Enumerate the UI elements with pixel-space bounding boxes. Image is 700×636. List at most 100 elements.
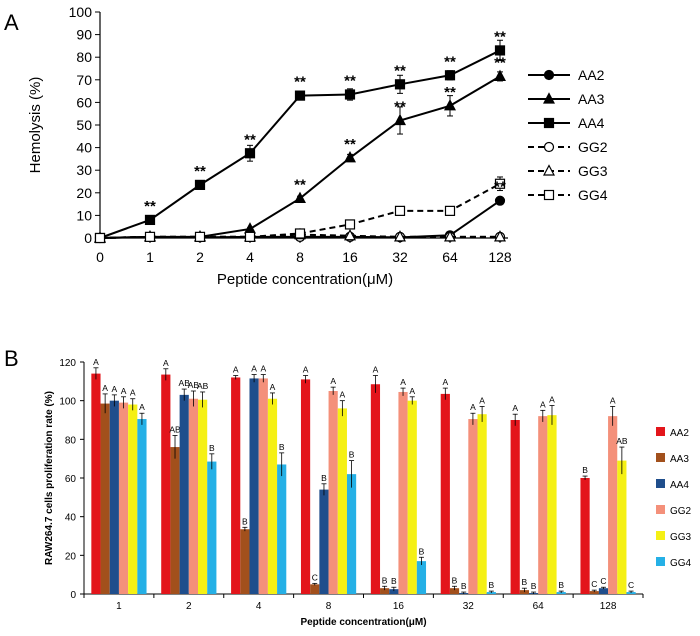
legend-label: AA3 xyxy=(578,91,605,107)
data-point-gg3 xyxy=(494,230,506,242)
significance-marker: ** xyxy=(444,84,456,101)
significance-letter: A xyxy=(303,365,309,375)
x-axis-title: Peptide concentration(μM) xyxy=(300,617,426,628)
significance-letter: A xyxy=(102,383,108,393)
legend-swatch xyxy=(656,531,665,540)
significance-letter: A xyxy=(540,399,546,409)
bar-gg3 xyxy=(547,415,557,594)
bar-aa2 xyxy=(510,420,520,594)
significance-letter: B xyxy=(452,575,458,585)
x-tick-label: 8 xyxy=(326,601,332,612)
significance-marker: ** xyxy=(144,198,156,215)
y-tick-label: 0 xyxy=(84,230,92,246)
bar-aa4 xyxy=(598,588,609,594)
x-tick-label: 4 xyxy=(246,249,254,265)
significance-letter: AB xyxy=(616,436,628,446)
data-point-aa2 xyxy=(494,195,506,206)
significance-letter: B xyxy=(582,465,588,475)
bar-aa2 xyxy=(300,379,311,594)
data-point-aa4 xyxy=(444,70,456,81)
bar-aa4 xyxy=(109,400,119,594)
significance-letter: A xyxy=(251,364,257,374)
x-tick-label: 2 xyxy=(196,249,204,265)
significance-letter: A xyxy=(139,402,145,412)
bar-gg2 xyxy=(608,416,618,594)
bar-aa4 xyxy=(389,589,399,594)
y-tick-label: 20 xyxy=(76,185,92,201)
x-tick-label: 0 xyxy=(96,249,104,265)
significance-letter: A xyxy=(270,382,276,392)
data-point-aa4 xyxy=(294,90,306,101)
significance-marker: ** xyxy=(294,176,306,193)
significance-letter: A xyxy=(470,402,476,412)
bar-gg2 xyxy=(258,378,268,594)
legend-label: AA2 xyxy=(578,67,605,83)
significance-letter: B xyxy=(419,546,425,556)
bar-gg2 xyxy=(468,419,478,594)
data-point-aa3 xyxy=(444,99,456,111)
significance-marker: ** xyxy=(394,62,406,79)
bar-gg2 xyxy=(538,416,548,594)
x-tick-label: 64 xyxy=(442,249,458,265)
data-point-gg4 xyxy=(394,205,406,216)
y-tick-label: 80 xyxy=(65,435,77,446)
bar-aa3 xyxy=(310,584,320,594)
significance-marker: ** xyxy=(494,179,506,196)
legend-label: AA3 xyxy=(670,454,689,465)
significance-letter: B xyxy=(349,450,355,460)
x-tick-label: 64 xyxy=(533,601,545,612)
significance-letter: A xyxy=(121,386,127,396)
bar-aa3 xyxy=(100,403,110,594)
significance-marker: ** xyxy=(444,53,456,70)
data-point-aa3 xyxy=(294,191,306,204)
bar-aa3 xyxy=(240,529,250,594)
significance-marker: ** xyxy=(194,163,206,180)
significance-letter: B xyxy=(242,516,248,526)
legend-swatch xyxy=(656,427,665,436)
bar-aa4 xyxy=(179,394,189,594)
y-tick-label: 60 xyxy=(76,94,92,110)
y-tick-label: 60 xyxy=(65,474,77,485)
bar-aa2 xyxy=(440,393,450,594)
bar-aa2 xyxy=(231,377,241,594)
legend-label: AA4 xyxy=(670,480,689,491)
data-point-gg3 xyxy=(344,228,356,241)
bar-gg3 xyxy=(267,398,278,594)
x-tick-label: 1 xyxy=(116,601,122,612)
data-point-aa4 xyxy=(244,148,256,159)
significance-letter: AB xyxy=(169,424,181,434)
significance-letter: A xyxy=(112,384,118,394)
y-tick-label: 100 xyxy=(59,397,76,408)
bar-aa2 xyxy=(370,384,381,594)
data-point-gg4 xyxy=(294,228,306,239)
legend-label: GG4 xyxy=(578,187,608,203)
data-point-gg3 xyxy=(394,230,406,242)
legend-swatch xyxy=(656,505,665,514)
bar-gg2 xyxy=(398,391,408,594)
significance-letter: B xyxy=(522,577,528,587)
y-axis-title: RAW264.7 cells proliferation rate (%) xyxy=(44,391,55,565)
x-axis-title: Peptide concentration(μM) xyxy=(217,271,393,288)
significance-letter: B xyxy=(321,473,327,483)
data-point-aa4 xyxy=(344,89,356,100)
significance-letter: C xyxy=(628,580,634,590)
legend-label: GG2 xyxy=(670,506,692,517)
significance-letter: A xyxy=(549,395,555,405)
legend-label: AA4 xyxy=(578,115,605,131)
legend-swatch xyxy=(656,557,665,566)
y-tick-label: 20 xyxy=(65,551,77,562)
bar-gg2 xyxy=(118,402,129,594)
data-point-aa4 xyxy=(144,214,156,226)
hemolysis-line-chart: 0 10 20 30 40 50 60 70 80 90 100 0 1 2 4 8 16 32 64 128 Hemo… xyxy=(27,4,608,288)
data-point-aa4 xyxy=(194,179,206,190)
bar-aa4 xyxy=(249,378,259,594)
bar-gg2 xyxy=(188,398,199,594)
x-tick-label: 32 xyxy=(463,601,475,612)
significance-letter: A xyxy=(479,395,485,405)
y-tick-label: 0 xyxy=(70,590,76,601)
bar-aa4 xyxy=(319,489,329,594)
data-point-aa3 xyxy=(494,69,506,82)
y-tick-label: 120 xyxy=(59,358,76,369)
significance-letter: B xyxy=(209,443,215,453)
